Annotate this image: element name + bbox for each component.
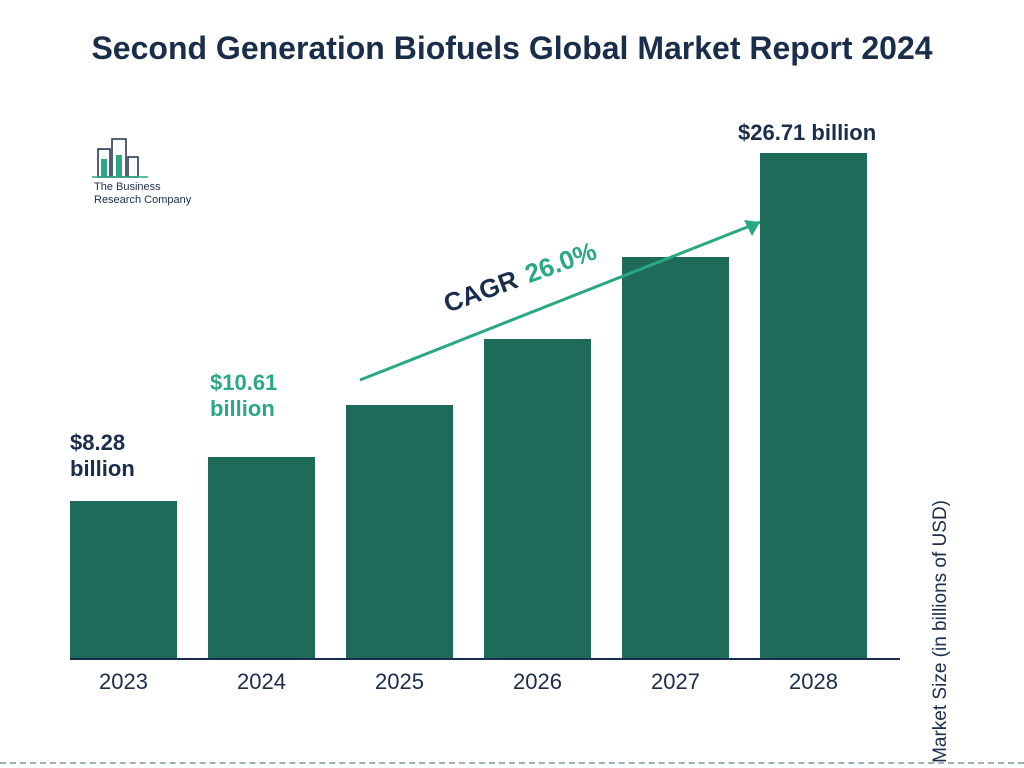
value-label-2023: $8.28 billion <box>70 430 170 483</box>
value-label-2028: $26.71 billion <box>738 120 876 146</box>
chart-area: 2023 2024 2025 2026 2027 2028 Market Siz… <box>70 130 930 700</box>
xlabel-2025: 2025 <box>346 669 453 695</box>
bar-2023 <box>70 501 177 658</box>
cagr-annotation: CAGR26.0% <box>350 190 780 390</box>
xlabel-2027: 2027 <box>622 669 729 695</box>
chart-title: Second Generation Biofuels Global Market… <box>0 0 1024 78</box>
bar-2025 <box>346 405 453 658</box>
xlabel-2028: 2028 <box>760 669 867 695</box>
xlabel-2023: 2023 <box>70 669 177 695</box>
footer-divider <box>0 762 1024 764</box>
xlabel-2026: 2026 <box>484 669 591 695</box>
value-label-2024: $10.61 billion <box>210 370 310 423</box>
y-axis-label: Market Size (in billions of USD) <box>930 500 952 763</box>
xlabel-2024: 2024 <box>208 669 315 695</box>
growth-arrow-icon <box>350 190 780 390</box>
bar-2024 <box>208 457 315 658</box>
